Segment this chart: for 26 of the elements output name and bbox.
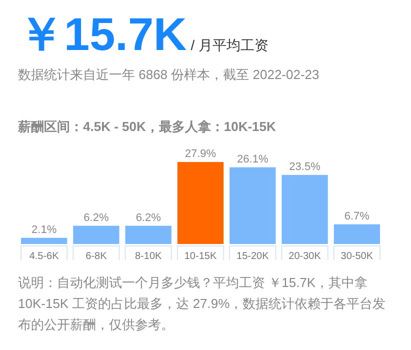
chart-title: ￥15.7K bbox=[18, 8, 187, 60]
data-label: 26.1% bbox=[237, 153, 268, 166]
text: 数据统计来自近一年 6868 份样本，截至 2022-02-23 bbox=[18, 66, 320, 84]
x-tick-label: 20-30K bbox=[288, 251, 322, 262]
x-tick-label: 6-8K bbox=[86, 251, 108, 262]
bar bbox=[282, 174, 328, 244]
data-label: 6.2% bbox=[136, 212, 162, 224]
x-tick-label: 4.5-6K bbox=[29, 251, 60, 262]
bar bbox=[21, 238, 68, 244]
text: 薪酬区间：4.5K - 50K，最多人拿：10K-15K bbox=[18, 118, 277, 136]
data-label: 23.5% bbox=[289, 160, 321, 173]
x-tick-label: 10-15K bbox=[184, 251, 217, 262]
text: 说明：自动化测试一个月多少钱？平均工资 ￥15.7K，其中拿 10K-15K 工资的占比最多，达 27.9%，数据统计依赖于各平台发布的公开薪酬，仅供参考。 bbox=[18, 274, 387, 334]
bar bbox=[334, 224, 380, 244]
bar bbox=[73, 226, 120, 244]
data-label: 27.9% bbox=[184, 148, 216, 160]
data-label: 2.1% bbox=[32, 224, 57, 236]
bar bbox=[230, 167, 276, 244]
chart-subtitle: / 月平均工资 bbox=[190, 37, 269, 53]
data-label: 6.2% bbox=[84, 212, 109, 224]
x-tick-label: 15-20K bbox=[236, 251, 270, 262]
x-tick-label: 8-10K bbox=[135, 251, 162, 262]
x-tick-label: 30-50K bbox=[340, 251, 374, 262]
data-label: 6.7% bbox=[344, 210, 370, 222]
bar bbox=[177, 162, 224, 244]
bar bbox=[125, 226, 172, 244]
